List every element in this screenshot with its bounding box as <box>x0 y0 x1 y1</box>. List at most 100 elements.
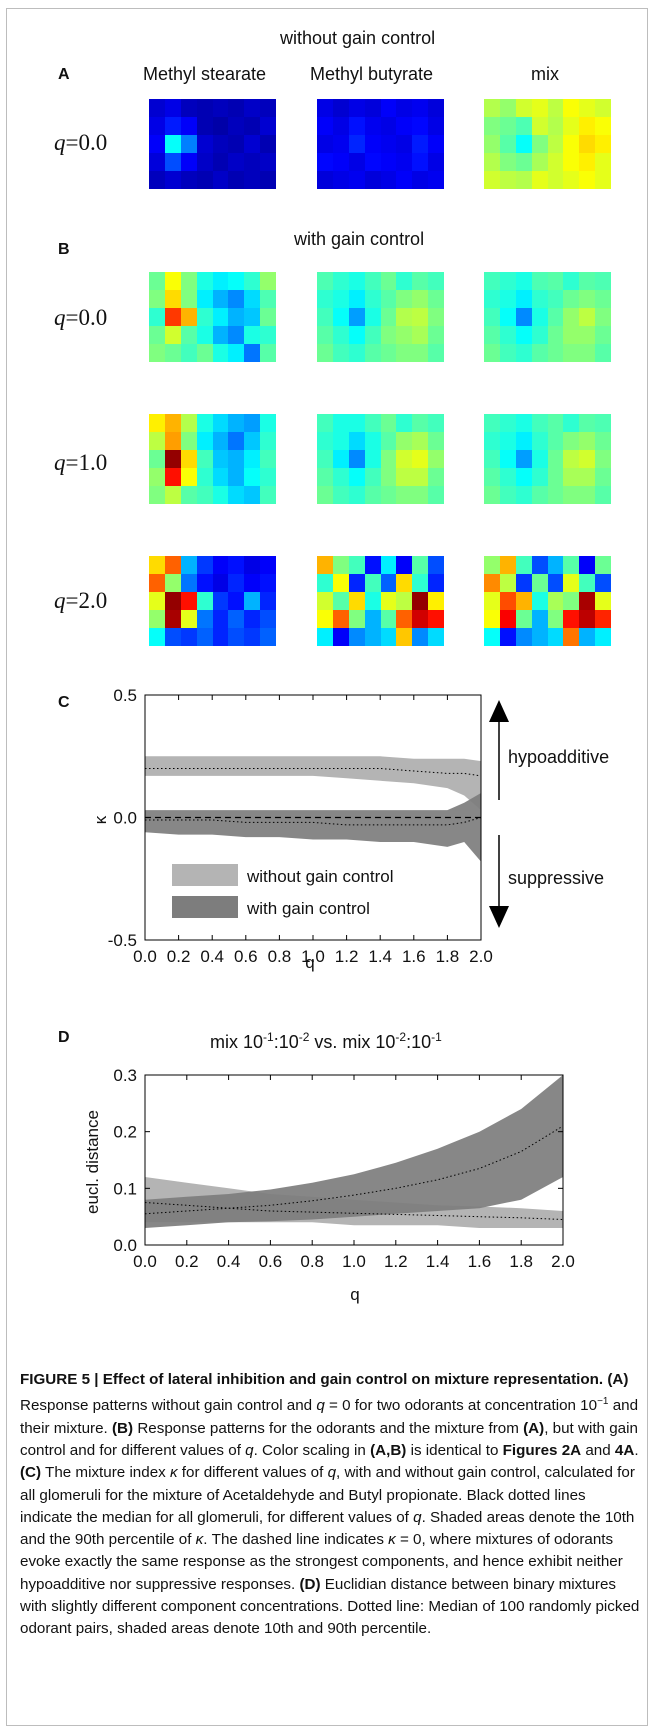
heatmap-cell <box>180 450 197 468</box>
heatmap-cell <box>579 308 596 326</box>
heatmap-cell <box>515 556 532 574</box>
heatmap-cell <box>212 610 229 628</box>
kappa-xtick-label: 0.2 <box>167 947 191 966</box>
heatmap-cell <box>317 326 333 344</box>
heatmap-cell <box>149 628 165 646</box>
heatmap-cell <box>317 308 333 326</box>
heatmap-cell <box>212 414 229 432</box>
legend-label-with: with gain control <box>246 899 370 918</box>
heatmap-cell <box>428 592 444 610</box>
heatmap-cell <box>515 99 532 117</box>
heatmap-cell <box>260 432 276 450</box>
legend-swatch-with <box>172 896 238 918</box>
heatmap-cell <box>515 468 532 486</box>
heatmap-cell <box>149 556 165 574</box>
heatmap-cell <box>531 486 548 504</box>
heatmap-cell <box>332 153 349 171</box>
heatmap-cell <box>396 574 413 592</box>
heatmap-cell <box>212 450 229 468</box>
heatmap-cell <box>260 117 276 135</box>
heatmap-cell <box>531 468 548 486</box>
caption-c-kappa: κ <box>169 1464 178 1482</box>
distance-ytick-label: 0.3 <box>113 1066 137 1085</box>
caption-c-text: The mixture index <box>41 1464 170 1482</box>
heatmap-cell <box>260 153 276 171</box>
heatmap-cell <box>380 486 397 504</box>
heatmap-cell <box>380 308 397 326</box>
heatmap-cell <box>579 326 596 344</box>
heatmap-cell <box>396 135 413 153</box>
heatmap-cell <box>380 171 397 189</box>
heatmap-cell <box>563 171 580 189</box>
heatmap-cell <box>484 610 500 628</box>
heatmap-cell <box>563 326 580 344</box>
heatmap-cell <box>348 308 365 326</box>
heatmap-cell <box>428 290 444 308</box>
heatmap-cell <box>563 432 580 450</box>
caption-b-fig-link[interactable]: Figures 2A <box>502 1441 582 1459</box>
heatmap-cell <box>531 592 548 610</box>
heatmap-cell <box>515 414 532 432</box>
heatmap-cell <box>579 610 596 628</box>
heatmap-cell <box>364 99 381 117</box>
heatmap-cell <box>547 432 564 450</box>
q-label-a: q=0.0 <box>54 130 108 155</box>
heatmap-cell <box>244 556 261 574</box>
heatmap-cell <box>380 290 397 308</box>
heatmap-cell <box>484 117 500 135</box>
heatmap-cell <box>499 486 516 504</box>
heatmap-cell <box>317 556 333 574</box>
heatmap-cell <box>364 135 381 153</box>
caption-b-text4: is identical to <box>406 1441 503 1459</box>
heatmap-cell <box>332 344 349 362</box>
heatmap-cell <box>180 290 197 308</box>
heatmap-cell <box>228 574 245 592</box>
heatmap-cell <box>348 432 365 450</box>
heatmap-cell <box>380 135 397 153</box>
distance-ylabel: eucl. distance <box>83 1110 102 1214</box>
heatmap-cell <box>228 610 245 628</box>
heatmap-cell <box>515 628 532 646</box>
heatmap-cell <box>396 117 413 135</box>
heatmap-cell <box>484 574 500 592</box>
legend-swatch-without <box>172 864 238 886</box>
heatmap-cell <box>180 574 197 592</box>
caption-c-q2: q <box>413 1508 422 1526</box>
heatmap-cell <box>364 556 381 574</box>
heatmap-cell <box>260 308 276 326</box>
heatmap-cell <box>364 574 381 592</box>
heatmap-cell <box>364 171 381 189</box>
caption-a-text: Response patterns without gain control a… <box>20 1397 317 1415</box>
heatmap-cell <box>212 628 229 646</box>
heatmap-cell <box>531 414 548 432</box>
heatmap-cell <box>244 272 261 290</box>
caption-a-text2: = 0 for two odorants at concentration 10 <box>324 1397 598 1415</box>
heatmap-cell <box>563 610 580 628</box>
heatmap-cell <box>412 117 429 135</box>
heatmap-cell <box>499 468 516 486</box>
heatmap-cell <box>212 99 229 117</box>
heatmap-cell <box>196 117 213 135</box>
heatmap-cell <box>595 272 611 290</box>
heatmap-cell <box>595 153 611 171</box>
heatmap-cell <box>196 99 213 117</box>
heatmap-cell <box>212 171 229 189</box>
heatmap-cell <box>228 344 245 362</box>
heatmap-cell <box>547 610 564 628</box>
distance-xtick-label: 0.2 <box>175 1252 199 1271</box>
heatmap-cell <box>180 414 197 432</box>
caption-b-fig2-link[interactable]: 4A <box>614 1441 635 1459</box>
heatmap-cell <box>196 486 213 504</box>
heatmap-cell <box>380 326 397 344</box>
heatmap-cell <box>317 117 333 135</box>
heatmap-cell <box>180 628 197 646</box>
heatmap-cell <box>396 556 413 574</box>
heatmap-cell <box>228 99 245 117</box>
heatmap-b-q1-methyl-butyrate <box>317 414 444 504</box>
panel-d-title: mix 10-1:10-2 vs. mix 10-2:10-1 <box>210 1030 442 1052</box>
heatmap-cell <box>164 610 181 628</box>
heatmap-cell <box>380 153 397 171</box>
heatmap-cell <box>412 135 429 153</box>
heatmap-cell <box>428 344 444 362</box>
heatmap-b-q0-methyl-stearate <box>149 272 276 362</box>
